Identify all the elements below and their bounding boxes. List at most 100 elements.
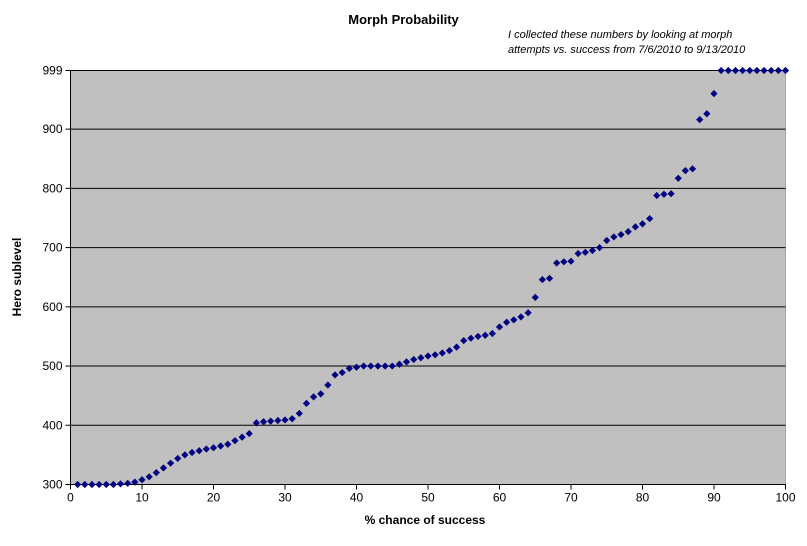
data-point — [281, 416, 289, 424]
data-point — [388, 362, 396, 370]
data-point — [603, 236, 611, 245]
data-point — [381, 362, 389, 370]
data-point — [188, 448, 196, 457]
data-point — [767, 66, 775, 75]
data-point — [145, 473, 153, 481]
data-point — [402, 358, 411, 366]
data-point — [252, 419, 260, 427]
data-point — [495, 323, 504, 331]
data-point — [267, 417, 275, 425]
data-point — [338, 368, 346, 377]
data-point — [74, 480, 82, 489]
data-point — [660, 190, 668, 198]
y-tick-label: 700 — [42, 241, 62, 255]
data-point — [360, 362, 368, 370]
data-point — [124, 479, 132, 487]
data-point — [352, 363, 361, 371]
data-point — [331, 371, 339, 379]
data-point — [681, 166, 689, 175]
data-point — [231, 437, 239, 445]
data-point — [288, 415, 296, 423]
data-point — [209, 444, 218, 452]
data-point — [545, 274, 554, 282]
data-point — [410, 355, 418, 364]
data-point — [238, 433, 246, 441]
data-point — [631, 223, 639, 231]
data-point — [324, 381, 332, 389]
data-point — [217, 442, 225, 450]
data-point — [517, 313, 525, 321]
x-tick-label: 40 — [350, 491, 364, 505]
data-point — [739, 66, 747, 75]
data-point — [481, 331, 489, 339]
data-point — [610, 233, 618, 241]
data-point — [717, 66, 725, 75]
x-tick-label: 20 — [207, 491, 221, 505]
x-tick-label: 50 — [421, 491, 435, 505]
data-point — [567, 257, 575, 265]
x-tick-label: 90 — [707, 491, 721, 505]
plot-background — [70, 70, 786, 485]
x-tick-label: 0 — [67, 491, 74, 505]
data-point — [588, 246, 597, 255]
chart-title: Morph Probability — [348, 12, 459, 27]
data-point — [438, 349, 446, 357]
y-tick-label: 600 — [42, 300, 62, 314]
data-point — [138, 476, 146, 484]
data-point — [453, 343, 461, 351]
data-point — [302, 399, 311, 407]
data-point — [617, 230, 625, 239]
data-point — [488, 329, 496, 338]
x-tick-label: 10 — [135, 491, 149, 505]
data-point — [724, 66, 732, 75]
data-point — [131, 478, 139, 486]
data-point — [524, 309, 532, 317]
data-point — [109, 480, 117, 489]
data-point — [474, 332, 482, 341]
data-point — [581, 248, 589, 256]
data-point — [317, 390, 325, 398]
data-point — [88, 480, 96, 489]
data-point — [295, 409, 303, 418]
annotation-line-1: I collected these numbers by looking at … — [508, 29, 733, 41]
data-point — [95, 480, 103, 489]
data-point — [781, 66, 790, 75]
data-point — [417, 354, 425, 362]
data-point — [374, 362, 382, 370]
y-tick-label: 500 — [42, 359, 62, 373]
data-point — [174, 454, 182, 463]
data-point — [696, 116, 704, 124]
data-point — [159, 464, 168, 472]
x-tick-label: 60 — [493, 491, 507, 505]
data-point — [503, 318, 511, 326]
data-point — [367, 362, 375, 370]
annotation-line-2: attempts vs. success from 7/6/2010 to 9/… — [508, 44, 746, 56]
data-point — [710, 89, 718, 98]
data-point — [688, 165, 697, 173]
data-point — [596, 243, 604, 252]
data-point — [152, 469, 160, 477]
x-tick-label: 100 — [775, 491, 795, 505]
data-point — [202, 445, 210, 453]
x-tick-label: 70 — [564, 491, 578, 505]
data-point — [274, 416, 282, 425]
data-point — [667, 190, 675, 198]
data-point — [646, 214, 654, 223]
data-point — [345, 364, 353, 373]
data-point — [167, 459, 175, 467]
data-point — [674, 174, 682, 182]
y-tick-label: 900 — [42, 122, 62, 136]
data-point — [760, 66, 768, 75]
y-tick-label: 300 — [42, 478, 62, 492]
data-point — [553, 259, 561, 267]
data-point — [195, 447, 203, 455]
data-point — [560, 258, 568, 266]
data-point — [531, 293, 539, 301]
data-point — [245, 429, 253, 438]
data-point — [467, 334, 475, 342]
data-point — [774, 66, 782, 75]
data-point — [102, 480, 110, 489]
data-point — [310, 393, 318, 401]
data-point — [424, 352, 432, 360]
